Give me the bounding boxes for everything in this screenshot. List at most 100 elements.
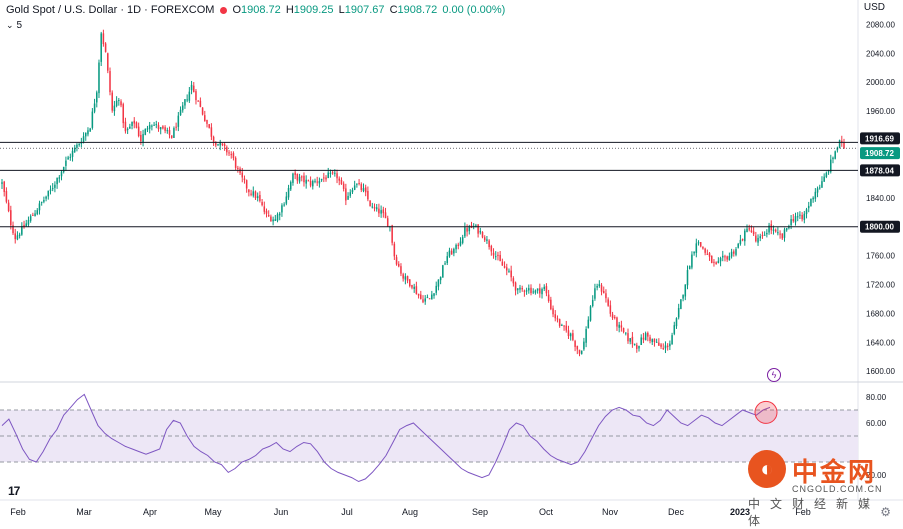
candle-body: [256, 196, 259, 199]
tv-logo-icon[interactable]: 17: [8, 484, 20, 498]
close-label: C: [389, 4, 398, 16]
candle-body: [34, 213, 36, 217]
candle-body: [783, 229, 786, 238]
candle-body: [810, 198, 812, 207]
candle-body: [841, 140, 843, 143]
candle-body: [228, 152, 230, 154]
candle-body: [605, 293, 607, 299]
candle-body: [704, 248, 706, 253]
candle-body: [206, 119, 208, 124]
price-tick-label: 1720.00: [866, 280, 895, 289]
candle-body: [102, 33, 105, 45]
candle-body: [62, 166, 65, 172]
candle-body: [98, 62, 100, 94]
candle-body: [109, 71, 111, 93]
candle-body: [316, 181, 318, 183]
candle-body: [327, 172, 329, 179]
candle-body: [691, 254, 693, 268]
candle-body: [675, 318, 678, 327]
candle-body: [115, 100, 118, 106]
symbol-legend[interactable]: Gold Spot / U.S. Dollar · 1D · FOREXCOM O…: [6, 4, 505, 16]
lightning-icon[interactable]: ϟ: [767, 368, 781, 382]
candle-body: [719, 258, 722, 262]
candle-body: [464, 227, 466, 237]
rsi-tick-label: 60.00: [866, 419, 887, 428]
candle-body: [636, 344, 638, 349]
candle-body: [596, 286, 598, 288]
candle-body: [455, 244, 457, 250]
candle-body: [733, 251, 735, 254]
gear-icon[interactable]: ⚙: [880, 505, 891, 519]
watermark-domain: CNGOLD.COM.CN: [792, 484, 883, 494]
candle-body: [587, 319, 590, 329]
watermark-subtitle: 中文财经新媒体: [748, 497, 881, 528]
candle-body: [574, 341, 576, 347]
candle-body: [442, 265, 444, 278]
candle-body: [561, 324, 563, 326]
candle-body: [580, 350, 583, 354]
candle-body: [274, 219, 277, 221]
candle-body: [488, 240, 490, 248]
candle-body: [278, 213, 281, 216]
candle-body: [120, 101, 122, 106]
candle-body: [54, 184, 56, 188]
candle-body: [836, 147, 839, 151]
candle-body: [243, 178, 246, 181]
candle-body: [466, 228, 468, 232]
candle-body: [192, 85, 195, 93]
candle-body: [825, 172, 828, 177]
candle-body: [263, 206, 266, 212]
candle-body: [649, 337, 651, 341]
candle-body: [585, 329, 587, 343]
candle-body: [170, 135, 173, 138]
candle-body: [799, 214, 801, 216]
rsi-line: [1, 393, 771, 483]
currency-label[interactable]: USD: [863, 2, 885, 13]
candle-body: [589, 306, 592, 321]
candle-body: [426, 297, 429, 299]
candle-body: [697, 242, 700, 244]
candle-body: [78, 144, 80, 146]
candle-body: [715, 262, 717, 265]
candle-body: [640, 337, 642, 345]
candle-body: [525, 290, 528, 292]
candle-body: [87, 130, 89, 135]
candle-body: [633, 343, 636, 346]
candle-body: [234, 157, 237, 168]
candle-body: [32, 214, 34, 216]
candle-body: [177, 115, 180, 127]
candle-body: [766, 232, 768, 235]
candle-body: [375, 207, 378, 210]
candle-body: [814, 191, 817, 199]
time-tick-label: 2023: [730, 507, 750, 517]
candle-body: [45, 196, 47, 199]
indicators-toggle[interactable]: ⌄ 5: [6, 20, 22, 31]
candle-body: [27, 220, 30, 225]
candle-body: [699, 242, 702, 247]
candle-body: [47, 190, 50, 197]
candle-body: [413, 286, 415, 289]
candle-body: [763, 234, 766, 236]
candle-body: [265, 210, 268, 214]
candle-body: [362, 188, 365, 192]
candle-body: [523, 290, 526, 292]
candle-body: [830, 159, 832, 172]
time-tick-label: Aug: [402, 507, 418, 517]
price-tick-label: 1640.00: [866, 338, 895, 347]
candle-body: [688, 266, 691, 270]
candle-body: [334, 172, 336, 174]
candle-body: [173, 128, 175, 138]
candle-body: [770, 224, 773, 231]
candle-body: [594, 288, 596, 299]
candle-body: [5, 191, 8, 202]
candle-body: [611, 314, 614, 318]
candle-body: [404, 276, 407, 280]
time-tick-label: May: [204, 507, 222, 517]
candle-body: [14, 233, 16, 240]
candle-body: [3, 181, 5, 192]
candle-body: [380, 210, 382, 214]
candle-body: [201, 107, 204, 115]
candle-body: [821, 181, 823, 188]
candle-body: [627, 333, 629, 342]
